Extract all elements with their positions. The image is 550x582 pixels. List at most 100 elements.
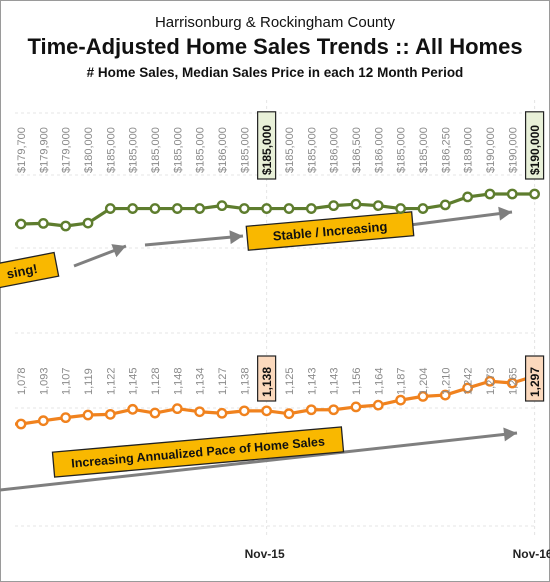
price-data-label: $186,000	[217, 127, 229, 173]
sales-point	[305, 404, 317, 416]
sales-point	[484, 375, 496, 387]
sales-data-label: 1,148	[172, 367, 184, 395]
annotation-increasing-partial-text: sing!	[5, 261, 38, 282]
price-point	[261, 203, 273, 214]
sales-data-label: 1,107	[61, 367, 73, 395]
sales-data-label: 1,143	[306, 367, 318, 395]
price-point	[372, 200, 384, 212]
sales-label-text: 1,078	[16, 367, 28, 395]
price-data-label: $190,000	[507, 127, 519, 173]
price-point	[37, 217, 49, 229]
sales-label-box	[524, 355, 545, 402]
chart-supertitle: Harrisonburg & Rockingham County	[154, 14, 396, 31]
price-point	[283, 203, 295, 214]
arrow-upper-right-head	[498, 206, 512, 221]
chart-title: Time-Adjusted Home Sales Trends :: All H…	[27, 34, 523, 59]
annotation-stable-increasing-box	[245, 211, 415, 251]
sales-data-label: 1,156	[351, 367, 363, 395]
sales-data-label: 1,164	[373, 367, 385, 395]
sales-data-label: 1,242	[463, 367, 475, 395]
price-label-text: $185,000	[396, 127, 408, 173]
price-label-text: $185,000	[284, 127, 296, 173]
arrow-sales	[0, 427, 518, 492]
price-label-highlight: $185,000	[257, 111, 277, 180]
price-label-text: $185,000	[239, 127, 251, 173]
price-label-text: $179,900	[38, 127, 50, 173]
price-label-text: $186,000	[373, 127, 385, 173]
sales-label-text: 1,164	[373, 367, 385, 395]
price-data-label: $179,700	[16, 127, 28, 173]
sales-label-text: 1,156	[351, 367, 363, 395]
sales-label-text: 1,093	[38, 367, 50, 395]
price-label-text: $179,700	[16, 127, 28, 173]
x-tick-label: Nov-15	[245, 547, 285, 561]
sales-data-label: 1,127	[217, 367, 229, 395]
sales-point	[439, 389, 451, 401]
arrow-upper-mid	[144, 230, 244, 247]
price-label-text: $186,000	[217, 127, 229, 173]
sales-point	[37, 415, 49, 427]
sales-label-text: 1,204	[418, 367, 430, 395]
sales-data-label: 1,204	[418, 367, 430, 395]
sales-label-highlight: 1,297	[524, 355, 545, 402]
sales-data-label: 1,210	[440, 367, 452, 395]
price-data-label: $185,000	[396, 127, 408, 173]
sales-data-label: 1,093	[38, 367, 50, 395]
arrow-sales-shaft	[0, 431, 518, 492]
sales-point	[372, 399, 384, 411]
sales-data-label: 1,119	[83, 368, 95, 395]
arrow-lower-left	[73, 244, 127, 268]
price-point	[395, 203, 407, 214]
sales-data-label: 1,122	[105, 367, 117, 395]
sales-point	[238, 405, 250, 417]
price-label-text: $185,000	[260, 125, 274, 175]
annotation-increasing-partial: sing!	[0, 251, 60, 291]
sales-point	[283, 408, 295, 420]
chart-subtitle: # Home Sales, Median Sales Price in each…	[86, 65, 464, 80]
sales-label-text: 1,122	[105, 367, 117, 395]
price-point	[417, 203, 429, 214]
sales-point	[127, 403, 139, 415]
sales-label-highlight: 1,138	[257, 355, 277, 402]
price-data-label: $190,000	[485, 127, 497, 173]
price-label-text: $186,000	[329, 127, 341, 173]
sales-label-text: 1,107	[61, 367, 73, 395]
arrow-upper-mid-shaft	[144, 234, 244, 247]
sales-point	[149, 407, 161, 419]
sales-label-text: 1,148	[172, 367, 184, 395]
price-label-text: $179,000	[61, 127, 73, 173]
price-data-label: $185,000	[239, 127, 251, 173]
sales-data-label: 1,078	[16, 367, 28, 395]
sales-data-label: 1,138	[239, 367, 251, 395]
price-data-label: $185,000	[306, 127, 318, 173]
price-point	[15, 218, 27, 230]
price-data-label: $186,000	[329, 127, 341, 173]
price-label-highlight: $190,000	[524, 111, 545, 180]
sales-point	[171, 403, 183, 415]
sales-point	[506, 377, 518, 389]
price-point	[238, 203, 250, 214]
arrow-lower-left-head	[111, 244, 126, 258]
sales-label-text: 1,187	[396, 367, 408, 395]
price-point	[484, 188, 496, 200]
price-label-text: $186,500	[351, 127, 363, 173]
sales-point	[194, 406, 206, 418]
sales-label-text: 1,138	[239, 367, 251, 395]
sales-label-text: 1,145	[128, 367, 140, 395]
sales-data-label: 1,273	[485, 367, 497, 395]
sales-point	[82, 409, 94, 421]
sales-point	[15, 418, 27, 430]
price-data-label: $186,000	[373, 127, 385, 173]
sales-data-label: 1,143	[329, 367, 341, 395]
sales-label-text: 1,138	[260, 367, 274, 397]
price-data-label: $179,000	[61, 127, 73, 173]
sales-label-text: 1,210	[440, 367, 452, 395]
sales-data-label: 1,265	[507, 367, 519, 395]
price-label-text: $185,000	[195, 127, 207, 173]
price-point	[439, 199, 451, 211]
price-label-text: $180,000	[83, 127, 95, 173]
price-point	[171, 203, 183, 214]
price-label-text: $185,000	[172, 127, 184, 173]
price-data-label: $185,000	[105, 127, 117, 173]
